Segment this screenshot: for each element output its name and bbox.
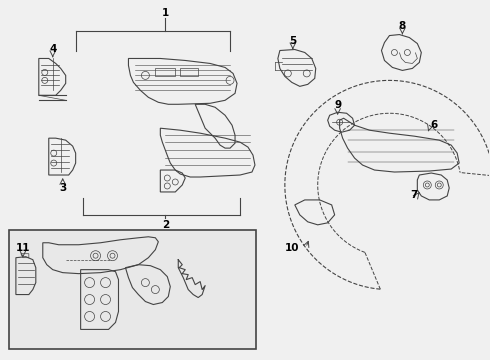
Text: 6: 6 (431, 120, 438, 130)
Text: 2: 2 (162, 220, 169, 230)
Text: 1: 1 (162, 8, 169, 18)
Text: 3: 3 (59, 183, 66, 193)
Text: 5: 5 (289, 36, 296, 46)
Bar (9, 230, 256, 349)
Text: 4: 4 (49, 44, 56, 54)
Text: 9: 9 (334, 100, 341, 110)
Bar (155, 68, 175, 76)
Text: 7: 7 (411, 190, 418, 200)
Bar (180, 68, 198, 76)
Text: 11: 11 (16, 243, 30, 253)
Text: 8: 8 (399, 21, 406, 31)
Text: 10: 10 (285, 243, 299, 253)
